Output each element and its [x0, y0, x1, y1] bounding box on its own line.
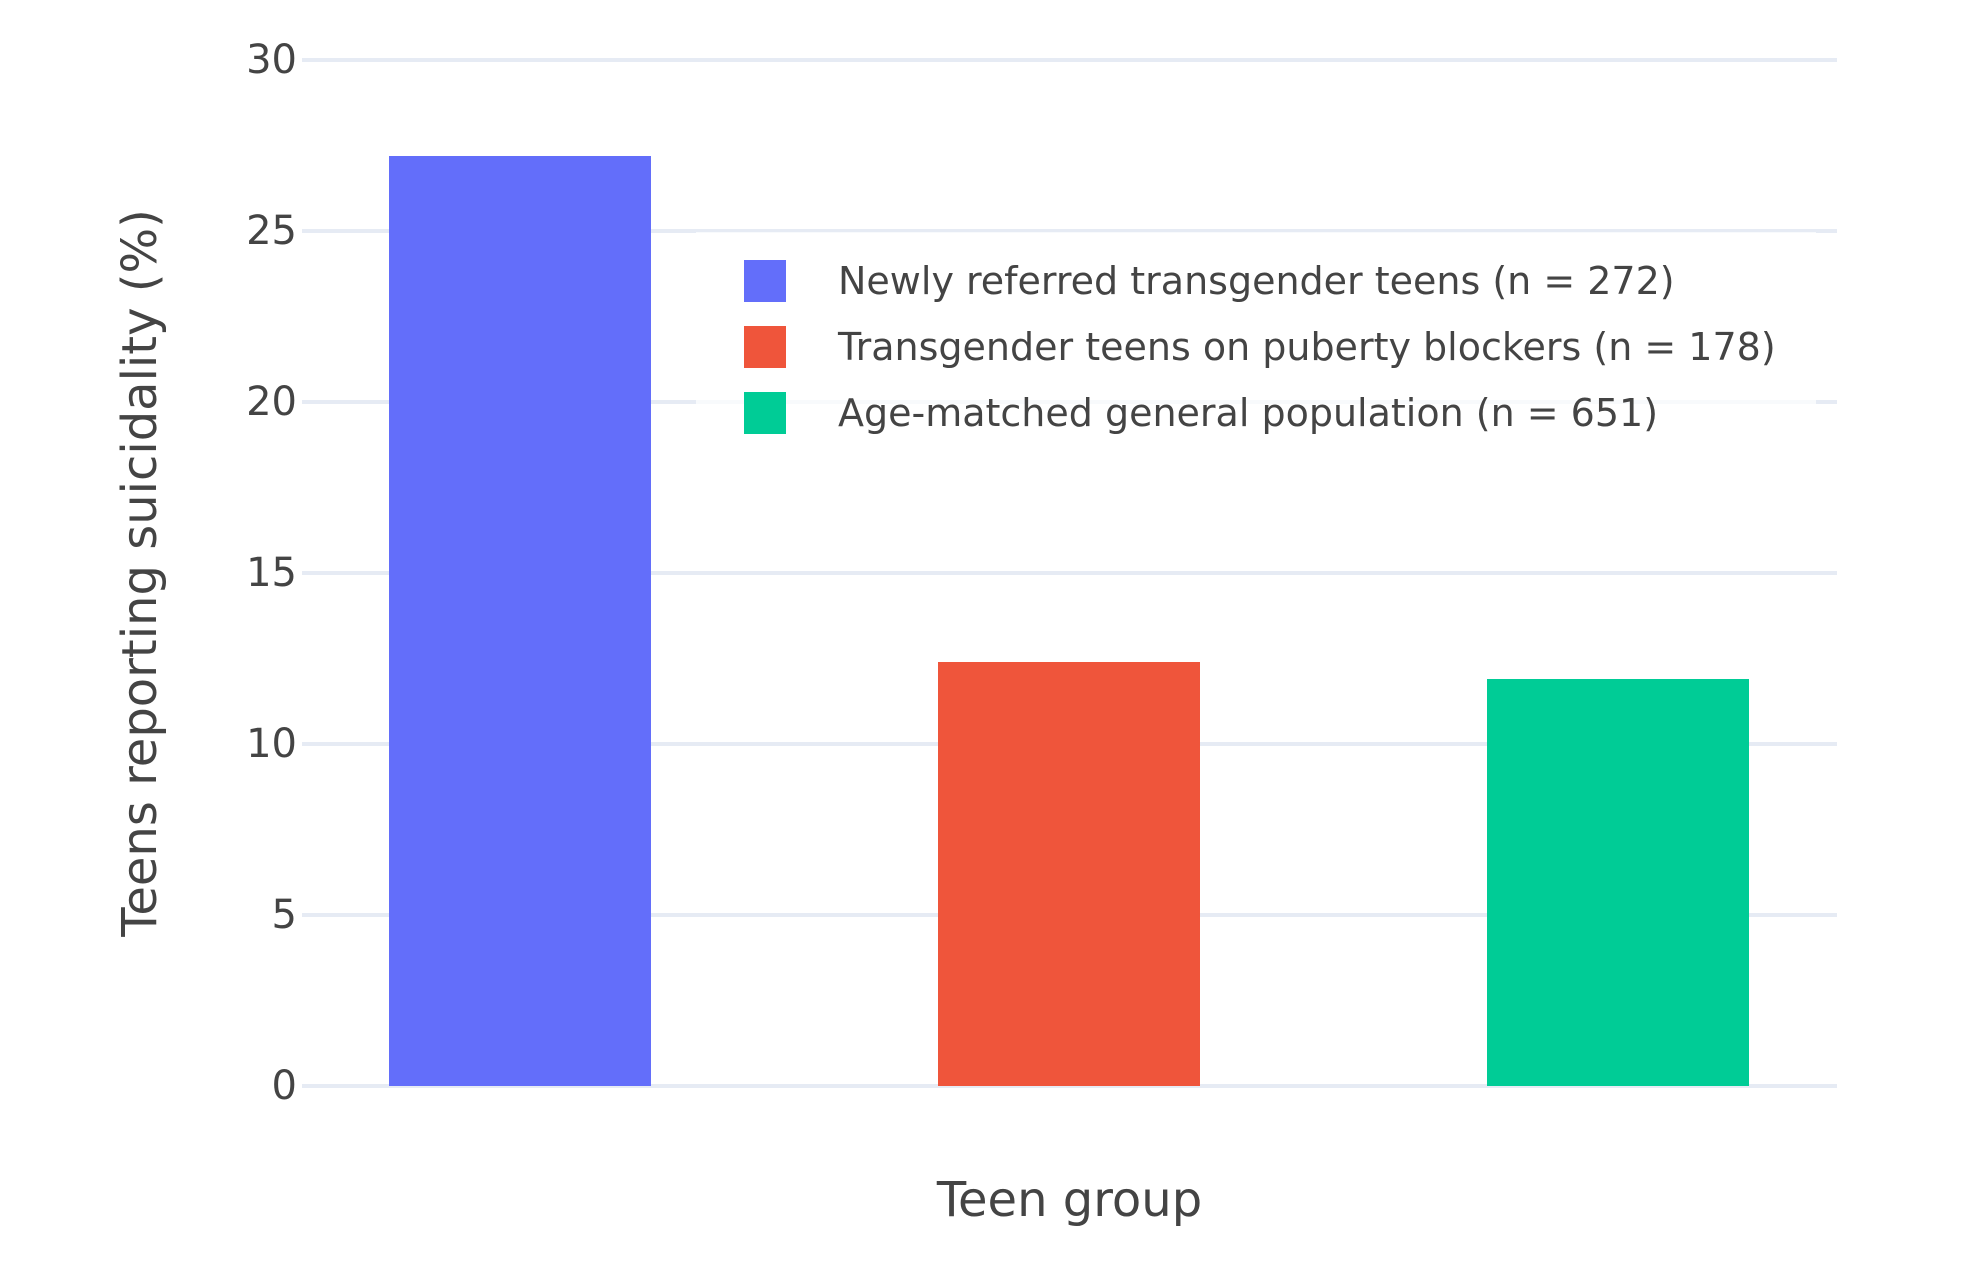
- legend-item-newly-referred-transgender-teens[interactable]: Newly referred transgender teens (n = 27…: [744, 248, 1776, 314]
- x-axis-title: Teen group: [936, 1172, 1203, 1228]
- y-tick-label: 30: [246, 37, 297, 83]
- y-tick-label: 5: [271, 892, 297, 938]
- legend: Newly referred transgender teens (n = 27…: [696, 232, 1816, 462]
- legend-item-age-matched-general-population[interactable]: Age-matched general population (n = 651): [744, 380, 1776, 446]
- legend-label: Transgender teens on puberty blockers (n…: [838, 325, 1776, 369]
- legend-label: Age-matched general population (n = 651): [838, 391, 1659, 435]
- y-tick-label: 15: [246, 550, 297, 596]
- legend-swatch-transgender-teens-on-puberty-blockers: [744, 326, 786, 368]
- bar-transgender-teens-on-puberty-blockers[interactable]: [938, 661, 1200, 1086]
- legend-swatch-newly-referred-transgender-teens: [744, 260, 786, 302]
- y-tick-label: 0: [271, 1063, 297, 1109]
- y-tick-label: 25: [246, 208, 297, 254]
- gridline-y-30: [302, 58, 1837, 62]
- bar-newly-referred-transgender-teens[interactable]: [389, 155, 651, 1086]
- legend-item-transgender-teens-on-puberty-blockers[interactable]: Transgender teens on puberty blockers (n…: [744, 314, 1776, 380]
- legend-swatch-age-matched-general-population: [744, 392, 786, 434]
- y-tick-label: 10: [246, 721, 297, 767]
- plot-area[interactable]: [302, 58, 1837, 1088]
- y-tick-label: 20: [246, 379, 297, 425]
- legend-label: Newly referred transgender teens (n = 27…: [838, 259, 1675, 303]
- bar-age-matched-general-population[interactable]: [1487, 679, 1749, 1086]
